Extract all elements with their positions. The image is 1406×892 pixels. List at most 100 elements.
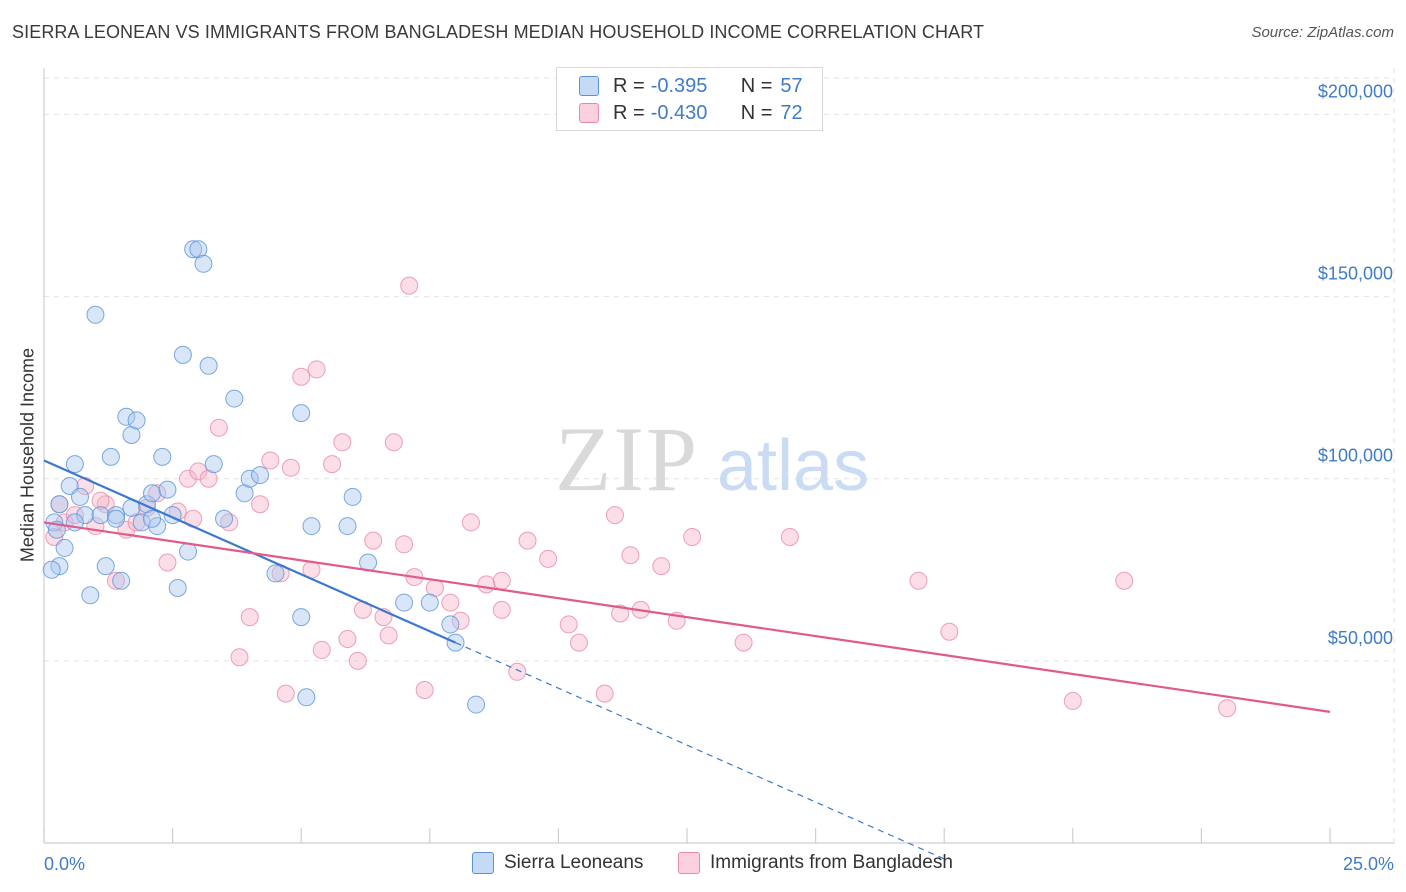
data-point bbox=[395, 535, 414, 554]
legend-r-label: R = bbox=[613, 101, 645, 124]
data-point bbox=[292, 367, 311, 386]
data-point bbox=[65, 506, 84, 525]
data-point bbox=[518, 531, 537, 550]
data-point bbox=[909, 571, 928, 590]
data-point bbox=[569, 633, 588, 652]
data-point bbox=[467, 695, 486, 714]
watermark-zip: ZIP bbox=[555, 408, 699, 510]
chart-title: SIERRA LEONEAN VS IMMIGRANTS FROM BANGLA… bbox=[12, 22, 985, 42]
data-point bbox=[251, 466, 270, 485]
legend-label: Immigrants from Bangladesh bbox=[710, 852, 953, 873]
data-point bbox=[266, 564, 285, 583]
data-point bbox=[1115, 571, 1134, 590]
data-point bbox=[42, 560, 61, 579]
data-point bbox=[451, 611, 470, 630]
data-point bbox=[1063, 691, 1082, 710]
legend-n-label: N = bbox=[740, 74, 773, 97]
data-point bbox=[132, 513, 151, 532]
data-point bbox=[492, 571, 511, 590]
data-point bbox=[230, 648, 249, 667]
data-point bbox=[194, 254, 213, 273]
data-point bbox=[343, 487, 362, 506]
data-point bbox=[107, 509, 126, 528]
data-point bbox=[225, 389, 244, 408]
data-point bbox=[441, 593, 460, 612]
data-point bbox=[281, 458, 300, 477]
data-point bbox=[333, 433, 352, 452]
data-points bbox=[42, 240, 1237, 718]
data-point bbox=[204, 455, 223, 474]
data-point bbox=[91, 506, 110, 525]
data-point bbox=[539, 549, 558, 568]
data-point bbox=[307, 360, 326, 379]
data-point bbox=[734, 633, 753, 652]
data-point bbox=[173, 345, 192, 364]
data-point bbox=[45, 528, 64, 546]
data-point bbox=[420, 593, 439, 612]
bottom-legend-sierra-leoneans: Sierra Leoneans bbox=[472, 852, 643, 874]
data-point bbox=[240, 608, 259, 627]
x-tick-label-left: 0.0% bbox=[44, 854, 85, 874]
data-point bbox=[81, 586, 100, 605]
data-point bbox=[461, 513, 480, 532]
data-point bbox=[297, 688, 316, 707]
legend-swatch-blue bbox=[579, 76, 599, 96]
data-point bbox=[477, 575, 496, 594]
data-point bbox=[492, 600, 511, 619]
data-point bbox=[338, 630, 357, 648]
data-point bbox=[76, 506, 95, 525]
data-point bbox=[55, 538, 74, 557]
data-point bbox=[240, 469, 259, 488]
data-point bbox=[276, 684, 295, 703]
y-tick-label: $100,000 bbox=[1318, 446, 1393, 466]
data-point bbox=[153, 447, 172, 466]
data-point bbox=[292, 404, 311, 423]
data-point bbox=[595, 684, 614, 703]
data-point bbox=[338, 517, 357, 536]
data-point bbox=[117, 407, 136, 426]
data-point bbox=[50, 495, 69, 514]
data-point bbox=[364, 531, 383, 550]
trend-line bbox=[43, 459, 456, 644]
data-point bbox=[251, 495, 270, 514]
data-point bbox=[86, 305, 105, 324]
data-point bbox=[302, 517, 321, 536]
correlation-legend: R = -0.395 N = 57 R = -0.430 N = 72 bbox=[556, 67, 823, 131]
data-point bbox=[60, 477, 79, 495]
data-point bbox=[143, 484, 162, 503]
data-point bbox=[312, 640, 331, 659]
y-tick-label: $200,000 bbox=[1318, 81, 1393, 101]
data-point bbox=[65, 455, 84, 474]
y-tick-label: $50,000 bbox=[1328, 628, 1393, 648]
data-point bbox=[158, 480, 177, 499]
legend-swatch-blue bbox=[472, 852, 494, 874]
y-tick-label: $150,000 bbox=[1318, 264, 1393, 284]
data-point bbox=[91, 491, 110, 510]
legend-swatch-pink bbox=[579, 103, 599, 123]
data-point bbox=[559, 615, 578, 634]
data-point bbox=[127, 411, 146, 430]
data-point bbox=[71, 487, 90, 506]
data-point bbox=[384, 433, 403, 452]
data-point bbox=[220, 513, 239, 532]
data-point bbox=[189, 240, 208, 259]
data-point bbox=[101, 447, 120, 466]
data-point bbox=[143, 509, 162, 528]
trend-line-extension bbox=[455, 642, 945, 860]
data-point bbox=[179, 469, 198, 488]
data-point bbox=[127, 513, 146, 532]
data-point bbox=[395, 593, 414, 612]
data-point bbox=[348, 651, 367, 670]
legend-n-label: N = bbox=[740, 101, 773, 124]
data-point bbox=[199, 469, 218, 488]
data-point bbox=[189, 462, 208, 481]
legend-r-label: R = bbox=[613, 74, 645, 97]
data-point bbox=[400, 276, 419, 295]
data-point bbox=[96, 495, 115, 514]
legend-row-bangladesh: R = -0.430 N = 72 bbox=[579, 101, 803, 125]
data-point bbox=[780, 528, 799, 546]
data-point bbox=[199, 356, 218, 375]
data-point bbox=[148, 484, 167, 503]
data-point bbox=[215, 509, 234, 528]
